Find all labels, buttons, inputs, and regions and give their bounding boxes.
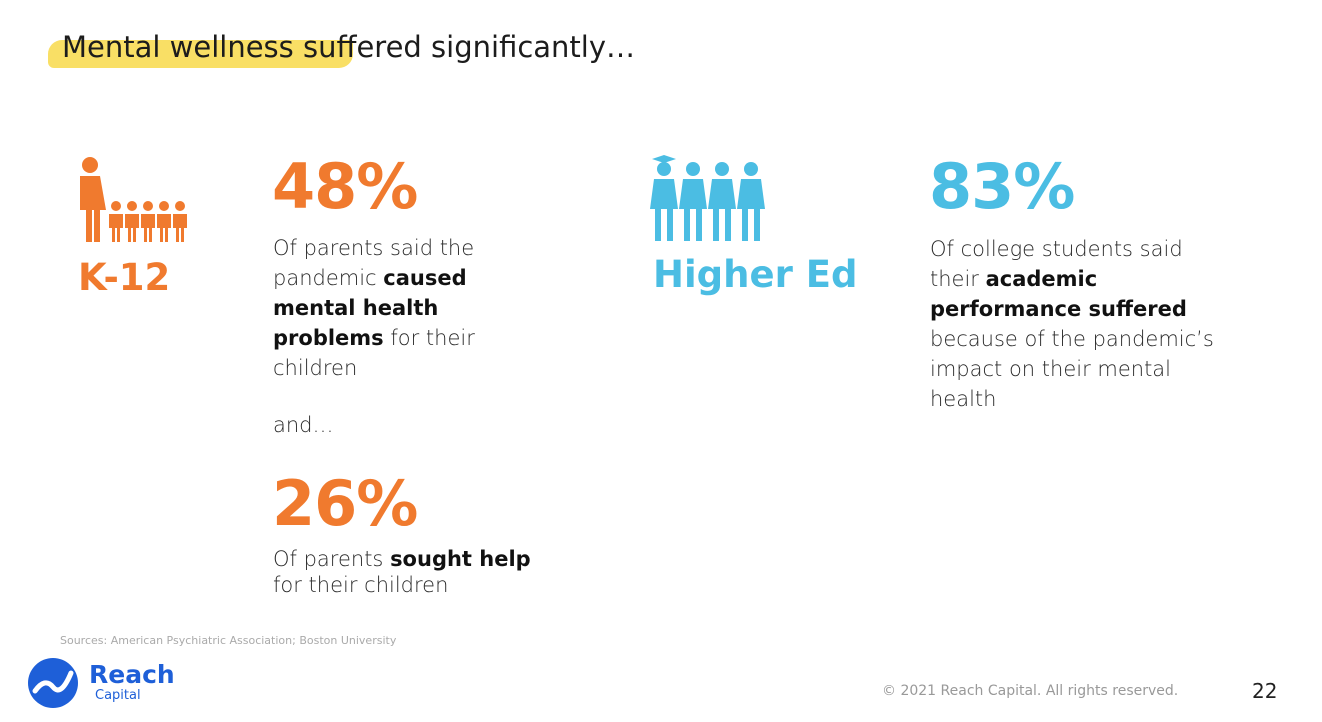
higher-ed-icon xyxy=(650,155,765,241)
k12-icon xyxy=(80,157,187,242)
text-run: for their children xyxy=(273,573,449,597)
connector: and… xyxy=(273,413,334,437)
title: Mental wellness suffered significantly… xyxy=(62,30,636,64)
text-run: because of the pandemic’s impact on thei… xyxy=(930,327,1214,411)
highlight xyxy=(48,40,353,68)
stat-text: Of college students said their academic … xyxy=(930,234,1230,414)
logo-name: Reach xyxy=(89,660,175,689)
k12-label: K-12 xyxy=(78,256,171,299)
copyright: © 2021 Reach Capital. All rights reserve… xyxy=(882,683,1179,699)
page-number: 22 xyxy=(1252,679,1278,703)
stat-figure: 26% xyxy=(272,467,418,540)
logo-mark xyxy=(28,658,78,708)
text-run: Of parents said the pandemic xyxy=(273,236,475,290)
emphasis: caused mental health problems xyxy=(273,266,467,350)
stat-text: Of parents said the pandemic caused ment… xyxy=(273,233,523,383)
text-run: Of college students said their xyxy=(930,237,1183,291)
logo-sub: Capital xyxy=(95,688,141,703)
text-run: for their children xyxy=(273,326,475,380)
higher-ed-label: Higher Ed xyxy=(653,253,858,296)
stat-text: Of parents sought help for their childre… xyxy=(273,546,553,598)
emphasis: sought help xyxy=(390,547,531,571)
stat-figure: 83% xyxy=(929,150,1075,223)
emphasis: academic performance suffered xyxy=(930,267,1187,321)
sources: Sources: American Psychiatric Associatio… xyxy=(60,634,397,647)
text-run: Of parents xyxy=(273,547,391,571)
stat-figure: 48% xyxy=(272,150,418,223)
